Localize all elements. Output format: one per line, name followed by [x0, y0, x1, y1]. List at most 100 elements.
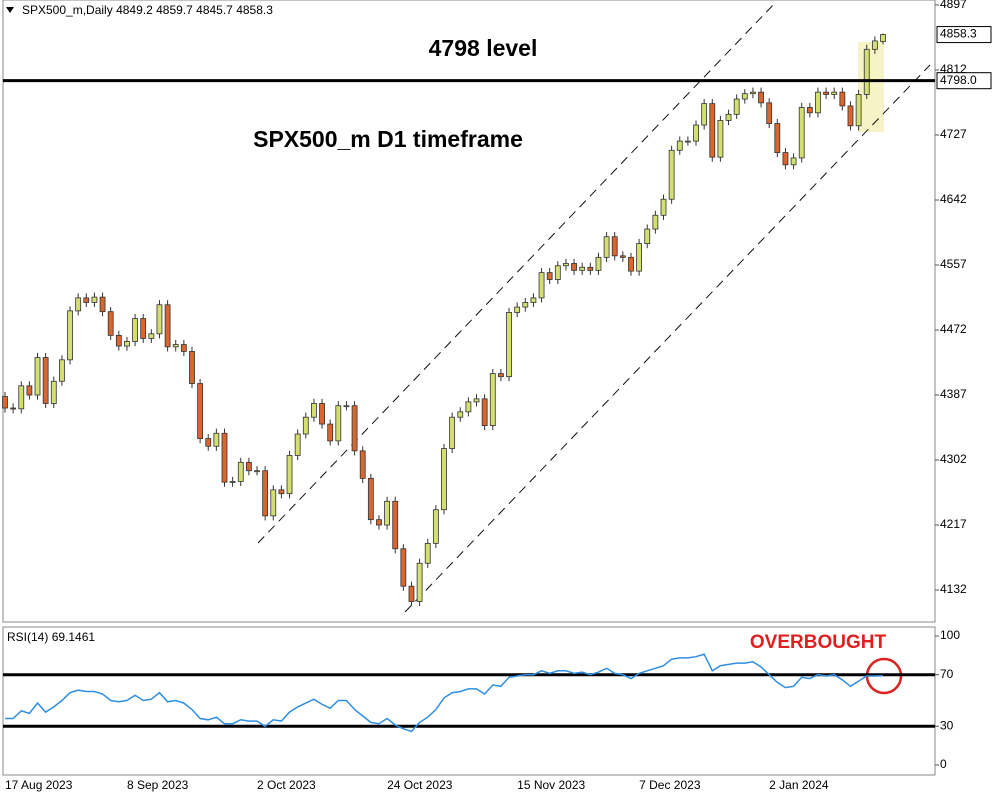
candle — [132, 313, 138, 347]
candle-body — [668, 149, 675, 200]
candle-body — [506, 312, 512, 378]
y-tick-label: 4132 — [940, 582, 967, 596]
candle-body — [676, 140, 683, 151]
candle — [758, 87, 764, 108]
candle-body — [351, 405, 358, 452]
y-tick-label: 100 — [940, 628, 960, 642]
candle-body — [189, 351, 195, 384]
candle — [741, 89, 748, 104]
candle — [498, 369, 504, 382]
candle — [847, 101, 854, 131]
candle-body — [831, 91, 838, 95]
candle-body — [237, 461, 244, 482]
y-tick-label: 4897 — [940, 0, 967, 11]
candle — [335, 401, 342, 446]
candle — [628, 252, 634, 276]
candle-body — [424, 542, 431, 564]
annotation: SPX500_m D1 timeframe — [253, 126, 523, 152]
candle — [172, 339, 179, 352]
candle-body — [758, 91, 764, 104]
candle-body — [587, 266, 594, 271]
symbol: SPX500_m,Daily — [22, 3, 113, 17]
candle — [34, 352, 41, 400]
candle — [327, 419, 334, 446]
candle — [367, 473, 374, 525]
candle — [798, 102, 805, 163]
candle-body — [774, 123, 781, 153]
x-tick-label: 15 Nov 2023 — [517, 778, 585, 792]
candle — [115, 330, 122, 351]
candle — [286, 450, 293, 499]
candle — [668, 145, 675, 204]
candle — [489, 369, 496, 431]
candle — [262, 466, 269, 521]
candle — [42, 352, 49, 409]
candle — [522, 297, 529, 312]
candle-body — [611, 236, 618, 257]
candle — [652, 210, 659, 234]
candle — [197, 378, 204, 444]
ohlc-low: 4845.7 — [196, 3, 233, 17]
candle — [148, 329, 155, 344]
candle-body — [741, 93, 748, 100]
candle-body — [229, 481, 236, 483]
highlight-box — [858, 42, 884, 132]
candle — [83, 293, 90, 308]
y-tick-label: 4557 — [940, 257, 967, 271]
candle-body — [603, 236, 610, 258]
candle — [554, 261, 561, 285]
candle-body — [538, 272, 545, 299]
candle-body — [107, 311, 114, 336]
candle-body — [863, 48, 870, 95]
candle-body — [871, 40, 878, 50]
candle-body — [50, 380, 57, 404]
candle — [774, 118, 781, 158]
candle-body — [416, 562, 423, 602]
price-panel-frame — [2, 0, 936, 623]
candle — [164, 300, 171, 352]
candle-body — [376, 519, 382, 526]
candle — [782, 147, 789, 170]
candle-body — [99, 296, 106, 313]
candle — [441, 443, 447, 515]
candle-body — [652, 214, 659, 230]
candle — [684, 136, 691, 146]
candle-body — [693, 124, 699, 142]
candle-body — [432, 509, 439, 544]
candle — [863, 44, 870, 100]
candle — [603, 232, 610, 262]
candle-body — [473, 398, 480, 403]
candle-body — [262, 470, 269, 517]
y-tick-label: 4727 — [940, 127, 967, 141]
candle-body — [180, 344, 187, 352]
candle-body — [59, 359, 65, 382]
menu-arrow — [6, 7, 14, 13]
candle — [254, 466, 260, 476]
candle — [302, 412, 309, 439]
candle-body — [457, 411, 464, 418]
candle-body — [18, 385, 25, 410]
candle — [457, 407, 464, 422]
candle-body — [408, 585, 415, 602]
x-tick-label: 24 Oct 2023 — [387, 778, 453, 792]
candle — [10, 403, 17, 414]
ohlc-high: 4859.7 — [156, 3, 193, 17]
candle-body — [563, 263, 569, 267]
candle — [611, 232, 618, 261]
candle — [18, 381, 25, 414]
candle — [67, 306, 73, 365]
candle-body — [579, 266, 586, 271]
candle-body — [34, 357, 41, 396]
candle — [392, 496, 399, 554]
y-tick-label: 4217 — [940, 517, 967, 531]
candle — [156, 300, 163, 339]
candle — [693, 120, 699, 146]
candle — [319, 398, 325, 429]
candle — [26, 381, 33, 400]
candle-body — [571, 263, 577, 271]
candle-body — [205, 438, 212, 447]
candle-body — [124, 341, 130, 347]
candle-body — [132, 318, 138, 342]
candle-body — [367, 477, 374, 521]
